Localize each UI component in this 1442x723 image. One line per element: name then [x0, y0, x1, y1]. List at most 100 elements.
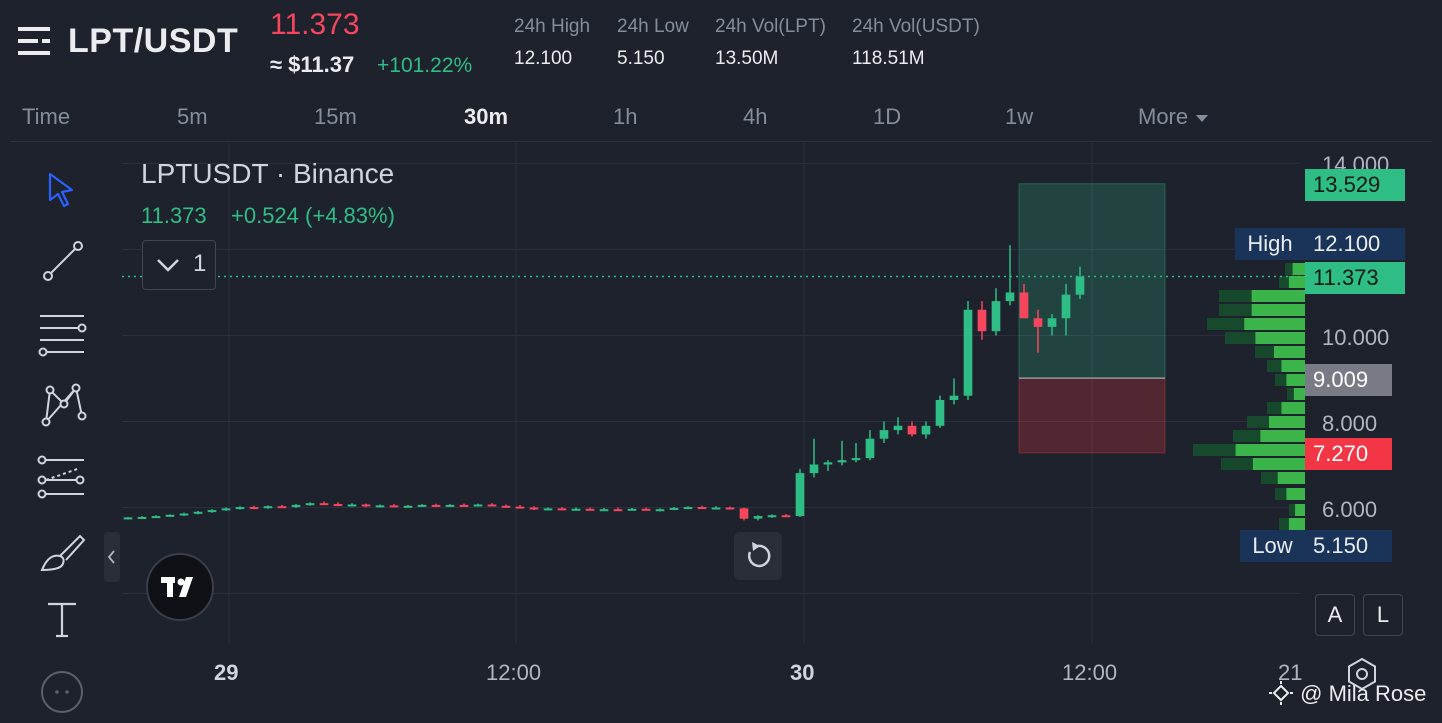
menu-icon[interactable] [18, 26, 52, 56]
cursor-tool[interactable] [36, 164, 88, 216]
tab-more-label: More [1138, 104, 1189, 129]
lots-value: 1 [193, 250, 207, 277]
tab-time[interactable]: Time [22, 104, 71, 129]
parallel-lines-tool[interactable] [36, 308, 88, 360]
tab-more[interactable]: More [1138, 104, 1208, 130]
reset-chart-button[interactable] [734, 532, 782, 580]
candle-body [165, 514, 175, 517]
volume-bar [1281, 402, 1305, 414]
candle-body [515, 506, 525, 509]
candle-body [529, 507, 539, 510]
candle-body [809, 464, 819, 474]
volume-profile [1193, 263, 1305, 530]
tab-15m[interactable]: 15m [314, 104, 357, 129]
tab-5m[interactable]: 5m [177, 104, 208, 129]
stat-value: 13.50M [715, 48, 779, 69]
volume-bar [1288, 518, 1305, 530]
volume-bar [1260, 430, 1305, 442]
candle-body [977, 309, 987, 332]
candle-body [123, 517, 133, 520]
profit-zone [1018, 183, 1166, 379]
candle-body [893, 425, 903, 431]
candle-body [879, 430, 889, 439]
candle-body [459, 504, 469, 507]
volume-bar [1295, 504, 1305, 516]
auto-scale-button[interactable]: A [1315, 594, 1355, 636]
tab-1h[interactable]: 1h [613, 104, 638, 129]
candle-body [291, 504, 301, 508]
stat-value: 5.150 [617, 48, 665, 69]
chart-legend-change: +0.524 (+4.83%) [231, 203, 395, 228]
stat-label: 24h Low [617, 16, 689, 37]
toolbar-collapse-button[interactable] [104, 532, 120, 582]
volume-bar [1281, 360, 1305, 372]
watermark: @ Mila Rose [1268, 680, 1426, 707]
volume-bar [1288, 276, 1305, 288]
horizontal-lines-icon [38, 315, 87, 357]
x-tick: 12:00 [486, 660, 542, 685]
text-icon [48, 602, 76, 638]
volume-bar [1286, 488, 1305, 500]
y-tick: 8.000 [1322, 411, 1378, 436]
candle-body [711, 507, 721, 510]
candle-body [249, 507, 259, 510]
candle-body [487, 504, 497, 507]
candle-body [1019, 292, 1029, 319]
chart-settings-icon[interactable] [1344, 656, 1380, 692]
candle-body [431, 504, 441, 507]
tab-1d[interactable]: 1D [873, 104, 902, 129]
candle-body [305, 503, 315, 506]
fib-retracement-icon [37, 455, 85, 499]
candle-body [753, 516, 763, 519]
candle-body [837, 460, 847, 463]
tab-1w[interactable]: 1w [1005, 104, 1034, 129]
candle-body [263, 506, 273, 509]
chart-symbol: LPTUSDT · Binance [141, 158, 395, 189]
lots-dropdown[interactable]: 1 [142, 240, 216, 290]
candle-body [571, 508, 581, 511]
usd-price: ≈ $11.37 [270, 52, 355, 77]
tv-logo-icon [161, 577, 193, 597]
candle-body [669, 507, 679, 510]
candle-body [207, 510, 217, 513]
volume-bar [1251, 304, 1305, 316]
tab-4h[interactable]: 4h [743, 104, 768, 129]
candle-body [781, 515, 791, 518]
candle-body [1005, 292, 1015, 302]
tab-30m[interactable]: 30m [464, 104, 509, 129]
volume-bar [1269, 416, 1305, 428]
chart-legend-price: 11.373 [141, 203, 207, 228]
volume-bar [1255, 332, 1305, 344]
more-tools[interactable] [36, 666, 88, 718]
volume-bar [1277, 472, 1305, 484]
stat-label: 24h Vol(USDT) [852, 16, 980, 37]
log-scale-button[interactable]: L [1363, 594, 1403, 636]
brush-tool[interactable] [36, 526, 88, 578]
pair-title[interactable]: LPT/USDT [68, 22, 239, 60]
trend-line-icon [43, 241, 83, 281]
volume-bar [1293, 388, 1305, 400]
stat-value: 118.51M [852, 48, 925, 69]
candle-body [1047, 318, 1057, 327]
chevron-left-icon [107, 550, 115, 564]
trend-line-tool[interactable] [36, 234, 88, 286]
text-tool[interactable] [36, 594, 88, 646]
more-dots-icon [41, 671, 83, 713]
y-tick: 6.000 [1322, 497, 1378, 522]
candle-body [403, 505, 413, 508]
stat-label: 24h High [514, 16, 591, 37]
reset-icon [748, 542, 771, 568]
pattern-tool[interactable] [36, 378, 88, 430]
candles [123, 245, 1085, 521]
stat-value: 12.100 [514, 48, 573, 69]
stat-24h-high: 24h High 12.100 [514, 16, 590, 70]
candle-body [473, 504, 483, 507]
candle-body [627, 508, 637, 511]
change-percent: +101.22% [377, 54, 473, 77]
candle-body [557, 508, 567, 511]
chevron-down-icon [157, 259, 179, 272]
fib-tool[interactable] [36, 452, 88, 504]
high-label-tag: High [1235, 228, 1305, 260]
volume-bar [1274, 346, 1305, 358]
